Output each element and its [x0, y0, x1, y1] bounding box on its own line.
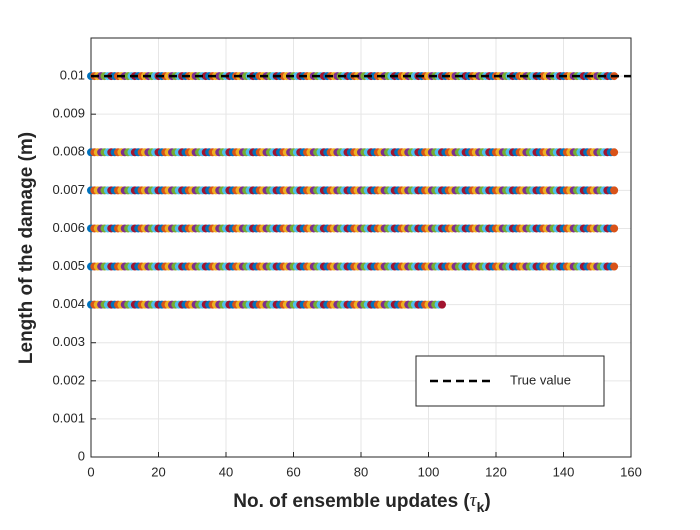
x-tick-label: 80: [354, 464, 368, 479]
y-tick-label: 0.008: [52, 144, 85, 159]
x-label-text: No. of ensemble updates (: [233, 491, 470, 512]
y-axis-label: Length of the damage (m): [16, 132, 37, 364]
legend-label: True value: [510, 372, 571, 387]
x-tick-label: 140: [553, 464, 575, 479]
x-tick-label: 60: [286, 464, 300, 479]
x-tick-label: 20: [151, 464, 165, 479]
y-tick-label: 0.005: [52, 258, 85, 273]
x-tick-label: 160: [620, 464, 642, 479]
point: [610, 262, 619, 271]
legend-box: [415, 355, 605, 407]
x-tick-label: 100: [418, 464, 440, 479]
y-tick-label: 0.001: [52, 410, 85, 425]
y-tick-label: 0.004: [52, 296, 85, 311]
x-tick-label: 120: [485, 464, 507, 479]
y-tick-label: 0.002: [52, 372, 85, 387]
x-axis-label: No. of ensemble updates (τk): [233, 490, 490, 514]
point: [610, 148, 619, 157]
point: [438, 300, 446, 309]
point: [610, 224, 619, 233]
x-label-close: ): [484, 491, 490, 512]
point: [610, 186, 619, 195]
x-tick-label: 0: [87, 464, 94, 479]
y-tick-label: 0.003: [52, 334, 85, 349]
x-label-subscript: k: [477, 499, 485, 515]
y-tick-label: 0.006: [52, 220, 85, 235]
x-label-symbol: τ: [470, 490, 478, 511]
x-tick-label: 40: [219, 464, 233, 479]
axes-box: [90, 37, 632, 458]
y-tick-label: 0: [78, 448, 85, 463]
plot-area: 0 0.001 0.002 0.003 0.004 0.005 0.006 0.007 0.00…: [52, 37, 642, 479]
y-tick-label: 0.007: [52, 182, 85, 197]
y-tick-label: 0.01: [60, 68, 85, 83]
legend: True value: [415, 355, 605, 407]
y-tick-label: 0.009: [52, 106, 85, 121]
